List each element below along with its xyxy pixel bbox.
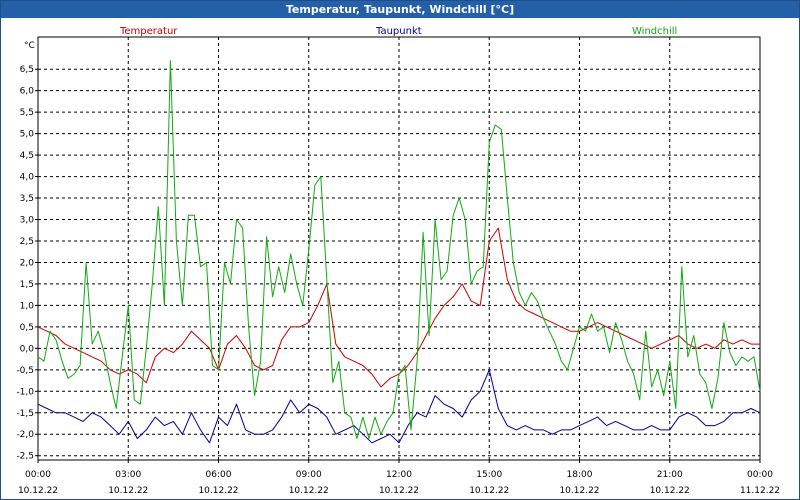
x-tick-time: 03:00 [115, 470, 141, 480]
y-tick-label: 3,5 [20, 194, 34, 204]
y-tick-label: 6,0 [20, 87, 35, 97]
grid [38, 37, 760, 460]
x-tick-date: 10.12.22 [559, 486, 599, 496]
x-tick-date: 11.12.22 [740, 486, 780, 496]
x-tick-date: 10.12.22 [379, 486, 419, 496]
y-tick-label: -0,5 [16, 366, 34, 376]
y-tick-label: 3,0 [20, 216, 35, 226]
x-tick-time: 18:00 [567, 470, 593, 480]
x-tick-date: 10.12.22 [18, 486, 58, 496]
series-lines [37, 60, 761, 444]
legend-windchill: Windchill [632, 26, 677, 37]
y-axis-label: °C [24, 41, 35, 51]
series-line-windchill [37, 60, 761, 439]
x-tick-time: 00:00 [25, 470, 51, 480]
x-tick-time: 06:00 [206, 470, 232, 480]
y-tick-label: -2,0 [16, 430, 34, 440]
x-tick-date: 10.12.22 [108, 486, 148, 496]
y-tick-label: 1,0 [20, 301, 35, 311]
y-axis-ticks: 6,5 6,0 5,5 5,0 4,5 4,0 3,5 3,0 2,5 2,0 1,5 1,0 0,5 0… [16, 65, 38, 462]
x-tick-date: 10.12.22 [289, 486, 329, 496]
y-tick-label: 5,0 [20, 130, 35, 140]
x-tick-time: 09:00 [296, 470, 322, 480]
x-tick-time: 15:00 [476, 470, 502, 480]
y-tick-label: 4,5 [20, 151, 34, 161]
y-tick-label: 5,5 [20, 108, 34, 118]
y-tick-label: 4,0 [20, 173, 35, 183]
legend-temperatur: Temperatur [119, 26, 178, 37]
legend-taupunkt: Taupunkt [375, 26, 422, 37]
y-tick-label: -2,5 [16, 452, 34, 462]
x-tick-time: 12:00 [386, 470, 412, 480]
y-tick-label: 2,5 [20, 237, 34, 247]
y-tick-label: 6,5 [20, 65, 34, 75]
y-tick-label: 2,0 [20, 258, 35, 268]
y-tick-label: 1,5 [20, 280, 34, 290]
x-tick-date: 10.12.22 [650, 486, 690, 496]
x-tick-date: 10.12.22 [198, 486, 238, 496]
chart-title: Temperatur, Taupunkt, Windchill [°C] [1, 1, 799, 18]
x-tick-date: 10.12.22 [469, 486, 509, 496]
x-tick-time: 00:00 [747, 470, 773, 480]
x-axis-ticks: 00:00 10.12.22 03:00 10.12.22 06:00 10.12.22 0… [18, 460, 780, 496]
y-tick-label: -1,5 [16, 409, 34, 419]
y-tick-label: -1,0 [16, 387, 34, 397]
y-tick-label: 0,0 [20, 344, 35, 354]
series-line-taupunkt [37, 369, 761, 444]
x-tick-time: 21:00 [657, 470, 683, 480]
y-tick-label: 0,5 [20, 323, 34, 333]
